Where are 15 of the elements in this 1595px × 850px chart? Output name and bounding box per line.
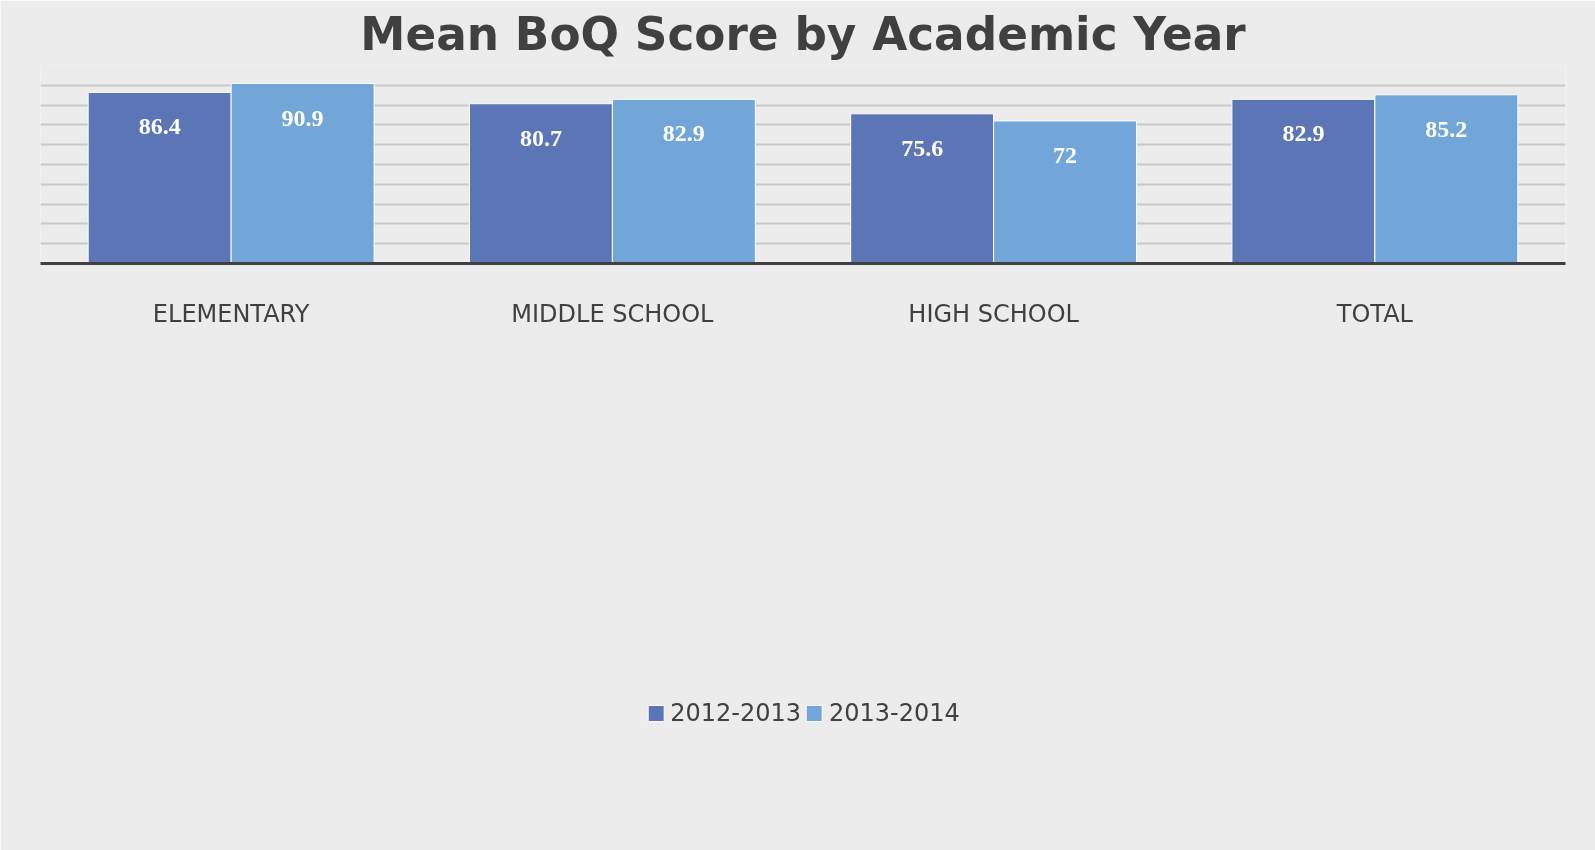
data-label: 90.9 bbox=[281, 104, 324, 131]
x-tick-label: HIGH SCHOOL bbox=[908, 299, 1080, 328]
chart-title: Mean BoQ Score by Academic Year bbox=[360, 7, 1247, 61]
data-label: 75.6 bbox=[901, 134, 944, 161]
data-label: 86.4 bbox=[138, 113, 181, 140]
data-label: 80.7 bbox=[519, 124, 562, 151]
legend-label: 2013-2014 bbox=[829, 699, 960, 727]
data-label: 72 bbox=[1053, 141, 1078, 168]
x-tick-label: MIDDLE SCHOOL bbox=[511, 299, 715, 328]
data-label: 82.9 bbox=[1282, 120, 1325, 147]
x-tick-label: TOTAL bbox=[1335, 299, 1414, 328]
data-label: 85.2 bbox=[1425, 115, 1468, 142]
data-label: 82.9 bbox=[662, 120, 705, 147]
x-tick-label: ELEMENTARY bbox=[152, 299, 310, 328]
legend-label: 2012-2013 bbox=[670, 699, 801, 727]
